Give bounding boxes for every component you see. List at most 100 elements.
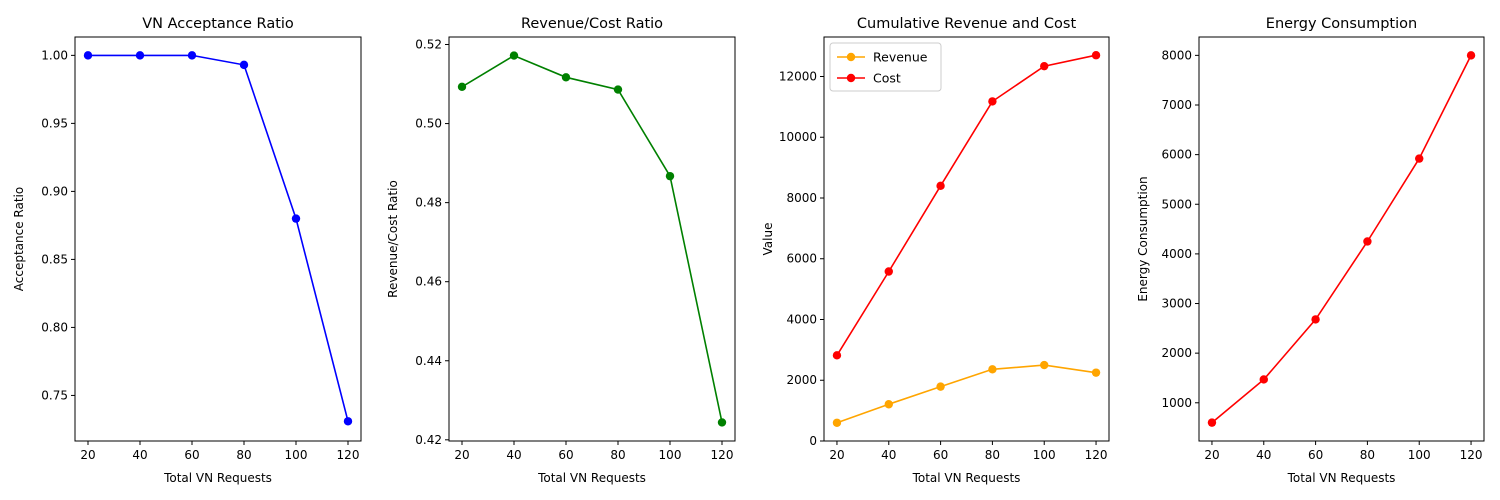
x-tick-label: 80 xyxy=(236,448,251,462)
x-tick-label: 100 xyxy=(659,448,682,462)
data-point xyxy=(1207,418,1217,427)
x-tick-label: 20 xyxy=(1204,448,1219,462)
x-tick-label: 40 xyxy=(1256,448,1271,462)
y-tick-label: 0.50 xyxy=(415,117,442,131)
y-tick-label: 7000 xyxy=(1161,98,1192,112)
x-axis-label: Total VN Requests xyxy=(1287,471,1396,485)
x-tick-label: 40 xyxy=(506,448,521,462)
x-axis-label: Total VN Requests xyxy=(537,471,646,485)
y-tick-label: 0.44 xyxy=(415,354,442,368)
y-axis-label: Acceptance Ratio xyxy=(12,187,26,291)
y-tick-label: 0.80 xyxy=(41,320,68,334)
data-point xyxy=(988,97,997,106)
plot-area xyxy=(448,36,736,442)
x-tick-label: 20 xyxy=(454,448,469,462)
x-axis-label: Total VN Requests xyxy=(163,471,272,485)
y-tick-label: 12000 xyxy=(779,69,817,83)
data-point xyxy=(187,51,197,60)
data-point xyxy=(1040,61,1049,71)
series-line xyxy=(461,54,723,423)
chart-title: VN Acceptance Ratio xyxy=(142,16,294,32)
y-tick-label: 0.42 xyxy=(415,433,442,447)
x-tick-label: 20 xyxy=(829,448,844,462)
data-point xyxy=(613,85,623,94)
x-tick-label: 40 xyxy=(881,448,896,462)
x-tick-label: 20 xyxy=(80,448,95,462)
x-tick-label: 80 xyxy=(610,448,625,462)
data-point xyxy=(1040,360,1049,370)
x-tick-label: 80 xyxy=(985,448,1000,462)
plot-area xyxy=(823,36,1110,442)
chart-panel-acceptance-ratio: VN Acceptance Ratio Total VN Requests Ac… xyxy=(12,16,362,485)
y-tick-label: 0.90 xyxy=(41,184,68,198)
x-tick-label: 60 xyxy=(558,448,573,462)
data-point xyxy=(665,171,675,181)
chart-panel-revenue-cost-ratio: Revenue/Cost Ratio Total VN Requests Rev… xyxy=(386,16,736,485)
legend-marker xyxy=(846,73,856,83)
x-tick-label: 100 xyxy=(1033,448,1056,462)
x-tick-label: 120 xyxy=(711,448,734,462)
chart-title: Energy Consumption xyxy=(1266,16,1417,32)
y-tick-label: 8000 xyxy=(1161,48,1192,62)
legend-label: Cost xyxy=(873,71,901,86)
x-tick-label: 60 xyxy=(1308,448,1323,462)
data-point xyxy=(884,400,893,409)
y-tick-label: 0 xyxy=(809,434,817,448)
y-tick-label: 5000 xyxy=(1161,197,1192,211)
x-tick-label: 120 xyxy=(1460,448,1483,462)
data-point xyxy=(884,267,893,276)
series-line-cost xyxy=(836,54,1097,356)
legend: Revenue Cost xyxy=(829,42,942,92)
data-point xyxy=(83,51,93,60)
series-line xyxy=(1211,55,1472,424)
x-tick-label: 120 xyxy=(1085,448,1108,462)
chart-panel-cumulative-revenue-cost: Cumulative Revenue and Cost Total VN Req… xyxy=(761,16,1110,485)
data-point xyxy=(1415,154,1424,163)
x-tick-label: 80 xyxy=(1360,448,1375,462)
data-point xyxy=(1091,368,1101,377)
x-tick-label: 120 xyxy=(337,448,360,462)
data-point xyxy=(1311,315,1320,324)
y-tick-label: 1000 xyxy=(1161,396,1192,410)
x-tick-label: 100 xyxy=(1408,448,1431,462)
y-axis-label: Value xyxy=(761,223,775,256)
data-point xyxy=(1466,51,1476,60)
x-tick-label: 60 xyxy=(933,448,948,462)
data-point xyxy=(988,365,997,374)
y-tick-label: 3000 xyxy=(1161,297,1192,311)
y-tick-label: 4000 xyxy=(1161,247,1192,261)
y-tick-label: 8000 xyxy=(786,191,817,205)
data-point xyxy=(717,418,727,427)
data-point xyxy=(1091,51,1101,60)
y-tick-label: 0.85 xyxy=(41,252,68,266)
chart-panel-energy-consumption: Energy Consumption Total VN Requests Ene… xyxy=(1136,16,1485,485)
y-tick-label: 0.75 xyxy=(41,388,68,402)
data-point xyxy=(135,51,145,60)
data-point xyxy=(561,73,571,82)
y-tick-label: 4000 xyxy=(786,312,817,326)
y-tick-label: 1.00 xyxy=(41,48,68,62)
y-tick-label: 0.46 xyxy=(415,275,442,289)
data-point xyxy=(343,417,353,426)
x-tick-label: 60 xyxy=(184,448,199,462)
plot-area xyxy=(1198,36,1485,442)
data-point xyxy=(1363,237,1372,246)
data-point xyxy=(509,51,519,60)
data-point xyxy=(1259,375,1268,384)
chart-title: Cumulative Revenue and Cost xyxy=(857,16,1077,32)
data-point xyxy=(832,418,842,427)
y-tick-label: 0.52 xyxy=(415,38,442,52)
data-point xyxy=(936,181,945,191)
y-tick-label: 10000 xyxy=(779,130,817,144)
y-tick-label: 2000 xyxy=(786,373,817,387)
data-point xyxy=(832,351,842,360)
data-point xyxy=(936,382,945,391)
legend-label: Revenue xyxy=(873,50,928,65)
y-axis-label: Revenue/Cost Ratio xyxy=(386,180,400,298)
x-axis-label: Total VN Requests xyxy=(912,471,1021,485)
x-tick-label: 100 xyxy=(285,448,308,462)
data-point xyxy=(239,60,249,70)
series-line xyxy=(88,54,349,422)
legend-box xyxy=(829,42,942,92)
